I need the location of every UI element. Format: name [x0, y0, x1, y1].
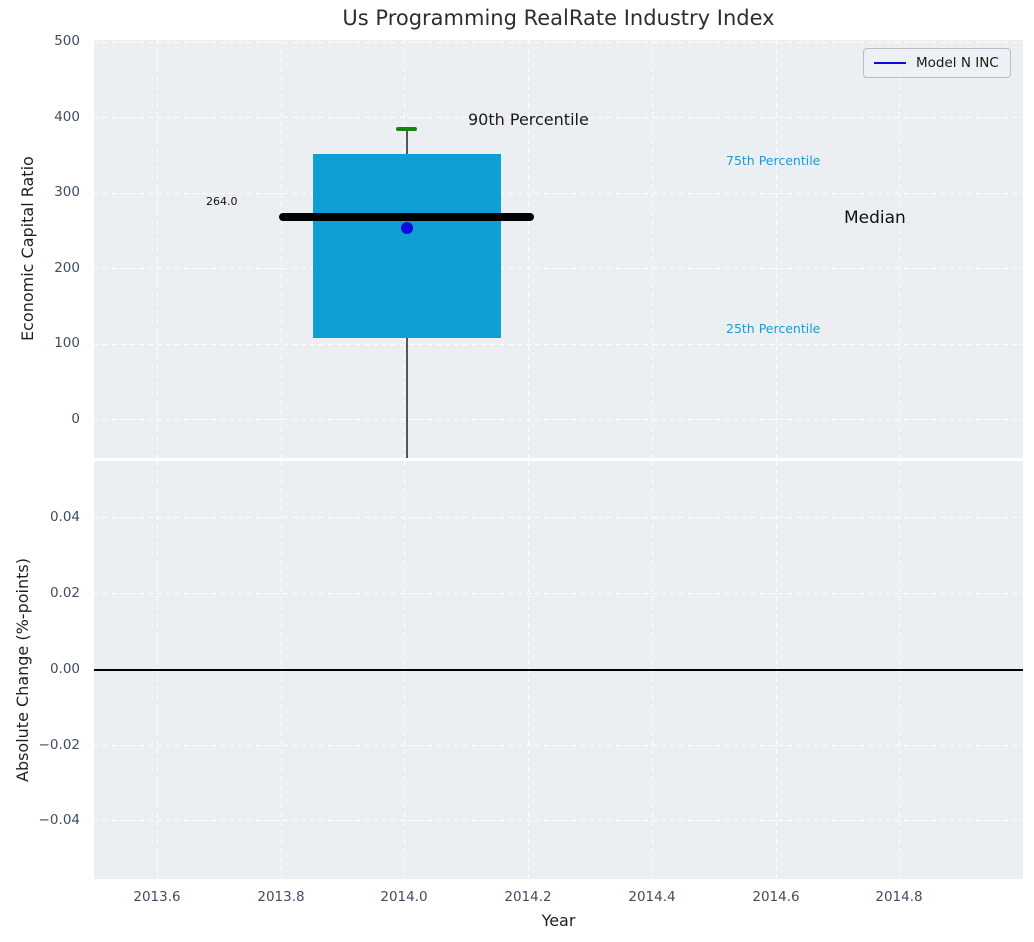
x-tick-label: 2013.8	[257, 889, 305, 905]
y-tick-label: 500	[54, 33, 80, 49]
y-tick-label: 0.00	[49, 661, 80, 677]
top-plot-area: 264.0 90th Percentile 75th Percentile Me…	[94, 40, 1023, 458]
90th-percentile-cap	[396, 127, 417, 131]
gridline-horizontal	[94, 42, 1023, 43]
median-label: Median	[844, 208, 906, 228]
y-tick-label: 100	[54, 335, 80, 351]
x-axis-title: Year	[541, 911, 576, 930]
y-tick-label: 200	[54, 260, 80, 276]
gridline-horizontal	[94, 344, 1023, 345]
gridline-horizontal	[94, 117, 1023, 118]
gridline-vertical	[157, 40, 158, 458]
y-tick-label: 0.04	[49, 509, 80, 525]
gridline-vertical	[899, 40, 900, 458]
x-tick-label: 2014.2	[504, 889, 552, 905]
90th-percentile-label: 90th Percentile	[468, 110, 589, 129]
y-tick-label: 0	[71, 411, 80, 427]
legend-line-sample	[874, 61, 906, 65]
bottom-plot-area	[94, 461, 1023, 879]
x-tick-label: 2014.6	[752, 889, 800, 905]
legend-label: Model N INC	[916, 55, 999, 71]
gridline-horizontal	[94, 820, 1023, 821]
chart-title: Us Programming RealRate Industry Index	[342, 6, 775, 30]
gridline-horizontal	[94, 193, 1023, 194]
75th-percentile-label: 75th Percentile	[726, 153, 821, 168]
model-n-inc-data-point	[401, 222, 413, 234]
top-y-axis-title: Economic Capital Ratio	[18, 156, 37, 342]
gridline-horizontal	[94, 517, 1023, 518]
gridline-vertical	[281, 40, 282, 458]
interquartile-box	[313, 154, 501, 338]
x-tick-label: 2014.0	[380, 889, 428, 905]
gridline-vertical	[776, 40, 777, 458]
y-tick-label: −0.04	[38, 812, 80, 828]
y-tick-label: 400	[54, 109, 80, 125]
bottom-y-axis-title: Absolute Change (%-points)	[13, 558, 32, 782]
y-tick-label: 0.02	[49, 585, 80, 601]
legend: Model N INC	[863, 48, 1011, 78]
zero-change-line	[94, 669, 1023, 671]
median-value-label: 264.0	[206, 195, 238, 208]
median-line	[279, 213, 534, 221]
25th-percentile-label: 25th Percentile	[726, 321, 821, 336]
gridline-vertical	[652, 40, 653, 458]
gridline-horizontal	[94, 419, 1023, 420]
x-tick-label: 2014.8	[875, 889, 923, 905]
gridline-horizontal	[94, 593, 1023, 594]
gridline-horizontal	[94, 268, 1023, 269]
y-tick-label: −0.02	[38, 737, 80, 753]
gridline-horizontal	[94, 745, 1023, 746]
x-tick-label: 2014.4	[628, 889, 676, 905]
y-tick-label: 300	[54, 184, 80, 200]
gridline-vertical	[528, 40, 529, 458]
x-tick-label: 2013.6	[133, 889, 181, 905]
